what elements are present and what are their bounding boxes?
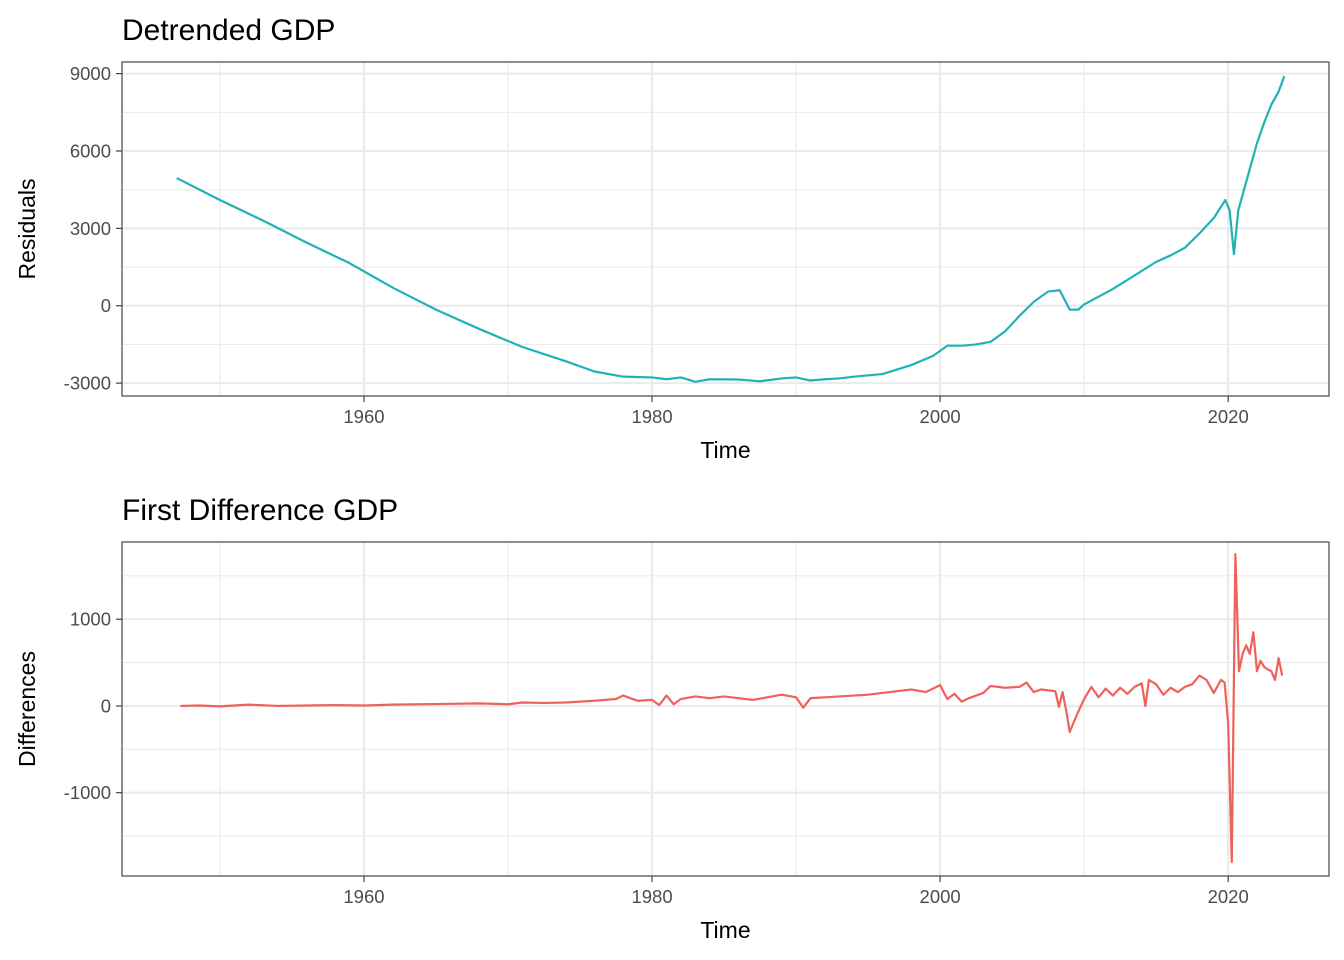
detrended-x-tick-label: 2020 bbox=[1208, 406, 1249, 427]
first-difference-y-tick-label: -1000 bbox=[64, 782, 111, 803]
detrended-y-tick-label: 0 bbox=[101, 295, 111, 316]
first-difference-x-tick-label: 1980 bbox=[631, 886, 672, 907]
first-difference-series-line bbox=[180, 553, 1284, 864]
detrended-panel-border bbox=[121, 61, 1330, 397]
detrended-chart-title: Detrended GDP bbox=[122, 14, 335, 47]
detrended-y-axis-title: Residuals bbox=[14, 179, 40, 280]
detrended-gdp-panel: 1960 1980 2000 2020 -3000 0 3000 6000 9000 Detren… bbox=[14, 14, 1330, 463]
first-difference-y-tick-label: 1000 bbox=[70, 609, 111, 630]
first-difference-x-tick-label: 1960 bbox=[343, 886, 384, 907]
detrended-x-axis-title: Time bbox=[700, 437, 750, 463]
detrended-y-tick-label: 3000 bbox=[70, 218, 111, 239]
detrended-series-line bbox=[176, 75, 1286, 383]
first-difference-gdp-panel: 1960 1980 2000 2020 -1000 0 1000 First Differen… bbox=[14, 494, 1330, 943]
first-difference-panel-border bbox=[121, 541, 1330, 877]
first-difference-x-tick-label: 2000 bbox=[920, 886, 961, 907]
first-difference-chart-title: First Difference GDP bbox=[122, 494, 398, 527]
first-difference-plot-area bbox=[122, 542, 1329, 876]
detrended-x-tick-label: 2000 bbox=[920, 406, 961, 427]
first-difference-x-axis-title: Time bbox=[700, 917, 750, 943]
detrended-x-tick-label: 1960 bbox=[343, 406, 384, 427]
first-difference-y-axis-title: Differences bbox=[14, 651, 40, 767]
detrended-x-tick-label: 1980 bbox=[631, 406, 672, 427]
detrended-y-tick-label: 6000 bbox=[70, 140, 111, 161]
first-difference-x-tick-label: 2020 bbox=[1208, 886, 1249, 907]
detrended-y-tick-label: 9000 bbox=[70, 63, 111, 84]
first-difference-y-tick-label: 0 bbox=[101, 695, 111, 716]
detrended-y-tick-label: -3000 bbox=[64, 373, 111, 394]
